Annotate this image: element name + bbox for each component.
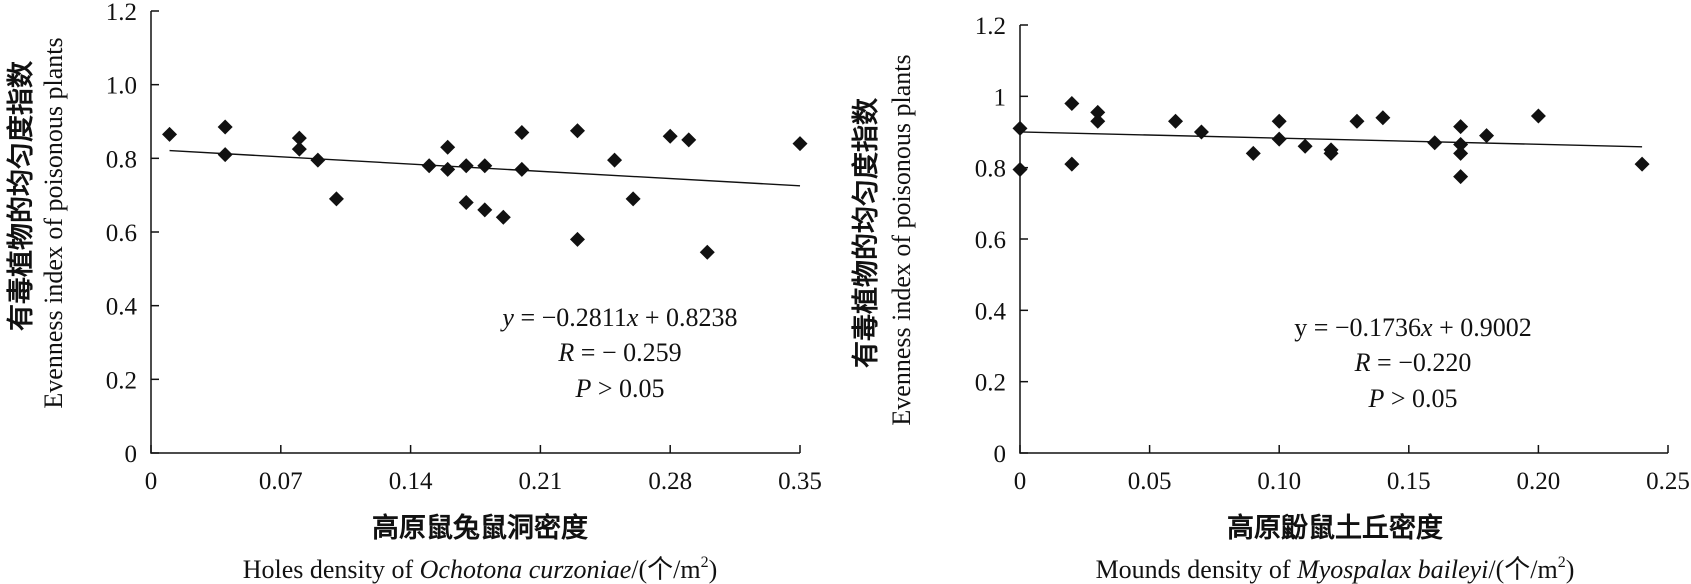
right-data-point [1479,128,1495,144]
left-ytick-label: 0.8 [106,146,137,173]
left-xlabel-en: Holes density of Ochotona curzoniae/(个/m… [243,554,718,584]
right-data-point [1349,113,1365,129]
right-regression-line [1019,131,1643,148]
right-data-point [1297,138,1313,154]
right-ylabel-en: Evenness index of poisonous plants [887,54,916,425]
right-xtick-label: 0.05 [1128,468,1172,495]
left-data-point [291,141,307,157]
right-ytick-label: 1.2 [975,13,1006,40]
right-data-point [1453,145,1469,161]
chart-right: 0 0.2 0.4 0.6 0.8 1 1.2 0 0.05 0.10 0.15 0.20 0.25 有… [850,13,1690,584]
right-ticks: 0 0.2 0.4 0.6 0.8 1 1.2 0 0.05 0.10 0.15 0.20 0.25 [975,13,1690,495]
left-xtick-label: 0.07 [259,468,303,495]
right-axes [1019,25,1668,454]
right-ylabel-cn: 有毒植物的均匀度指数 [850,97,882,368]
left-points [162,119,808,260]
left-data-point [458,195,474,211]
left-r-value: R = − 0.259 [557,338,681,367]
left-ytick-label: 1.2 [106,0,137,26]
left-xtick-label: 0.28 [648,468,692,495]
left-ytick-label: 0 [125,441,138,468]
right-data-point [1427,135,1443,151]
right-ytick-label: 0.4 [975,298,1007,325]
left-xtick-label: 0 [145,468,158,495]
right-data-point [1634,156,1650,172]
right-data-point [1090,104,1106,120]
left-data-point [440,161,456,177]
right-data-point [1530,108,1546,124]
right-data-point [1453,169,1469,185]
left-xtick-label: 0.21 [519,468,563,495]
left-data-point [607,152,623,168]
right-xtick-label: 0.20 [1517,468,1561,495]
right-ytick-label: 0.6 [975,227,1006,254]
right-xtick-label: 0.10 [1257,468,1301,495]
left-regression-line [169,149,801,187]
right-r-value: R = −0.220 [1354,348,1472,377]
right-xtick-label: 0 [1014,468,1027,495]
right-data-point [1271,113,1287,129]
left-ylabel-cn: 有毒植物的均匀度指数 [5,60,37,331]
right-regression-equation: y = −0.1736x + 0.9002 [1294,313,1532,342]
left-xtick-label: 0.14 [389,468,433,495]
left-data-point [477,202,493,218]
left-axes [150,11,800,454]
left-data-point [477,158,493,174]
right-data-point [1271,131,1287,147]
left-data-point [162,126,178,142]
right-ytick-label: 0.8 [975,156,1006,183]
left-data-point [625,191,641,207]
right-xlabel-cn: 高原鼢鼠土丘密度 [1227,512,1443,544]
left-data-point [310,152,326,168]
left-data-point [514,125,530,141]
left-data-point [792,136,808,152]
left-data-point [699,244,715,260]
right-xtick-label: 0.25 [1646,468,1690,495]
left-data-point [569,231,585,247]
right-p-value: P > 0.05 [1367,384,1457,413]
left-data-point [681,132,697,148]
left-data-point [569,123,585,139]
right-data-point [1064,95,1080,111]
right-data-point [1323,145,1339,161]
left-xtick-label: 0.35 [778,468,822,495]
left-data-point [217,119,233,135]
left-data-point [328,191,344,207]
right-points [1012,95,1650,185]
left-ylabel-en: Evenness index of poisonous plants [39,37,68,408]
right-ytick-label: 0 [994,441,1007,468]
left-ytick-label: 0.2 [106,367,137,394]
right-data-point [1193,124,1209,140]
left-p-value: P > 0.05 [574,374,664,403]
left-regression-equation: y = −0.2811x + 0.8238 [499,303,737,332]
left-data-point [440,139,456,155]
left-data-point [291,130,307,146]
right-data-point [1375,110,1391,126]
right-xtick-label: 0.15 [1387,468,1431,495]
right-ytick-label: 1 [994,84,1007,111]
right-data-point [1453,136,1469,152]
left-xlabel-cn: 高原鼠兔鼠洞密度 [372,512,588,544]
left-ticks: 0 0.2 0.4 0.6 0.8 1.0 1.2 0 0.07 0.14 0.21 0.28 0.35 [106,0,822,495]
left-data-point [662,128,678,144]
right-data-point [1090,113,1106,129]
right-data-point [1168,113,1184,129]
right-ytick-label: 0.2 [975,370,1006,397]
right-data-point [1245,145,1261,161]
right-data-point [1453,119,1469,135]
left-ytick-label: 1.0 [106,73,137,100]
left-ytick-label: 0.6 [106,220,137,247]
left-data-point [495,209,511,225]
left-data-point [514,161,530,177]
right-xlabel-en: Mounds density of Myospalax baileyi/(个/m… [1096,554,1575,584]
left-ytick-label: 0.4 [106,294,138,321]
right-data-point [1064,156,1080,172]
chart-left: 0 0.2 0.4 0.6 0.8 1.0 1.2 0 0.07 0.14 0.21 0.28 0.35… [5,0,822,584]
left-data-point [458,158,474,174]
left-data-point [217,147,233,163]
